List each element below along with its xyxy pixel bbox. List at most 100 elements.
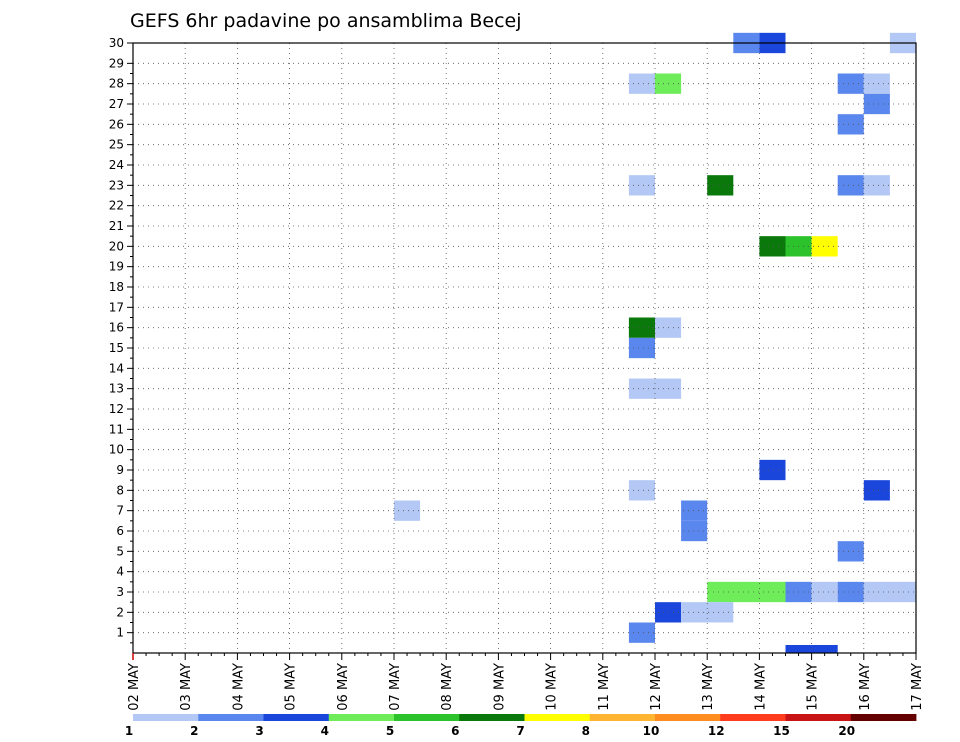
legend-threshold-label: 10 — [643, 724, 660, 738]
heatmap-cell — [811, 236, 838, 257]
y-tick-label: 13 — [109, 382, 124, 396]
legend-threshold-label: 8 — [582, 724, 590, 738]
y-tick-label: 5 — [116, 544, 124, 558]
heatmap-cell — [628, 480, 655, 501]
x-tick-label: 02 MAY — [127, 663, 142, 711]
y-tick-label: 15 — [109, 341, 124, 355]
grid-lines — [133, 42, 916, 653]
y-axis: 1234567891011121314151617181920212223242… — [109, 36, 133, 644]
legend-swatch — [655, 714, 721, 721]
y-tick-label: 12 — [109, 402, 124, 416]
heatmap-cell — [628, 622, 655, 643]
legend-swatch — [589, 714, 656, 721]
legend-threshold-label: 3 — [255, 724, 263, 738]
legend-threshold-label: 6 — [451, 724, 459, 738]
legend-swatch — [133, 714, 199, 721]
legend-swatch — [524, 714, 591, 721]
x-tick-label: 08 MAY — [440, 663, 455, 711]
x-tick-label: 07 MAY — [388, 663, 403, 711]
legend-swatch — [263, 714, 330, 721]
y-tick-label: 4 — [116, 565, 124, 579]
heatmap-cell — [628, 175, 655, 196]
x-tick-label: 16 MAY — [858, 663, 873, 711]
legend-swatch — [394, 714, 460, 721]
x-tick-label: 06 MAY — [336, 663, 351, 711]
heatmap-cell — [863, 93, 890, 115]
x-tick-label: 14 MAY — [753, 663, 768, 711]
x-tick-label: 15 MAY — [806, 663, 821, 711]
heatmap-cell — [759, 236, 786, 257]
y-tick-label: 17 — [109, 300, 124, 314]
x-tick-label: 17 MAY — [910, 663, 925, 711]
heatmap-cell — [681, 602, 734, 623]
heatmap-cell — [628, 73, 655, 94]
y-tick-label: 25 — [109, 138, 124, 152]
y-tick-label: 24 — [109, 158, 124, 172]
y-tick-label: 1 — [116, 626, 124, 640]
y-tick-label: 6 — [116, 524, 124, 538]
legend-threshold-label: 20 — [838, 724, 855, 738]
y-tick-label: 14 — [109, 361, 124, 375]
x-tick-label: 05 MAY — [284, 663, 299, 711]
y-tick-label: 11 — [109, 422, 124, 436]
heatmap-cell — [863, 73, 890, 94]
y-tick-label: 20 — [109, 239, 124, 253]
y-tick-label: 30 — [109, 36, 124, 50]
heatmap-cells — [394, 32, 916, 653]
legend-threshold-label: 5 — [386, 724, 394, 738]
y-tick-label: 23 — [109, 178, 124, 192]
heatmap-cell — [394, 500, 421, 521]
legend-swatch — [328, 714, 395, 721]
legend-threshold-label: 4 — [321, 724, 329, 738]
y-tick-label: 22 — [109, 199, 124, 213]
heatmap-cell — [837, 175, 864, 196]
legend-threshold-label: 12 — [708, 724, 725, 738]
heatmap-cell — [837, 581, 864, 603]
legend-threshold-label: 7 — [516, 724, 524, 738]
x-tick-label: 12 MAY — [649, 663, 664, 711]
legend-swatch — [850, 714, 917, 721]
heatmap-cell — [837, 541, 864, 562]
heatmap-cell — [863, 480, 890, 501]
color-legend: 1 2 3 4 5 6 7 8 10 12 15 20 — [125, 714, 917, 738]
heatmap-cell — [681, 500, 708, 521]
heatmap-cell — [837, 114, 864, 135]
heatmap-cell — [681, 520, 708, 542]
y-tick-label: 29 — [109, 56, 124, 70]
x-tick-label: 11 MAY — [597, 663, 612, 711]
x-tick-label: 09 MAY — [492, 663, 507, 711]
legend-swatch — [785, 714, 852, 721]
heatmap-cell — [837, 73, 864, 94]
x-axis: 02 MAY 03 MAY 04 MAY 05 MAY 06 MAY 07 MAY 08 M… — [127, 653, 925, 711]
x-tick-label: 10 MAY — [545, 663, 560, 711]
y-tick-label: 26 — [109, 117, 124, 131]
legend-swatch — [720, 714, 786, 721]
heatmap-cell — [707, 581, 786, 603]
y-tick-label: 18 — [109, 280, 124, 294]
y-tick-label: 2 — [116, 605, 124, 619]
heatmap-cell — [707, 175, 734, 196]
legend-threshold-label: 15 — [773, 724, 790, 738]
legend-threshold-label: 1 — [125, 724, 133, 738]
legend-swatch — [459, 714, 525, 721]
heatmap-cell — [863, 581, 916, 603]
heatmap-cell — [759, 459, 786, 481]
chart-title: GEFS 6hr padavine po ansamblima Becej — [130, 10, 522, 32]
y-tick-label: 8 — [116, 483, 124, 497]
y-tick-label: 27 — [109, 97, 124, 111]
y-tick-label: 21 — [109, 219, 124, 233]
y-tick-label: 3 — [116, 585, 124, 599]
legend-threshold-label: 2 — [190, 724, 198, 738]
y-tick-label: 16 — [109, 321, 124, 335]
y-tick-label: 9 — [116, 463, 124, 477]
y-tick-label: 19 — [109, 260, 124, 274]
y-tick-label: 28 — [109, 77, 124, 91]
x-tick-label: 04 MAY — [231, 663, 246, 711]
heatmap-cell — [628, 317, 655, 338]
legend-swatch — [198, 714, 264, 721]
heatmap-cell — [863, 175, 890, 196]
x-tick-label: 03 MAY — [179, 663, 194, 711]
y-tick-label: 10 — [109, 443, 124, 457]
heatmap-cell — [811, 581, 838, 603]
